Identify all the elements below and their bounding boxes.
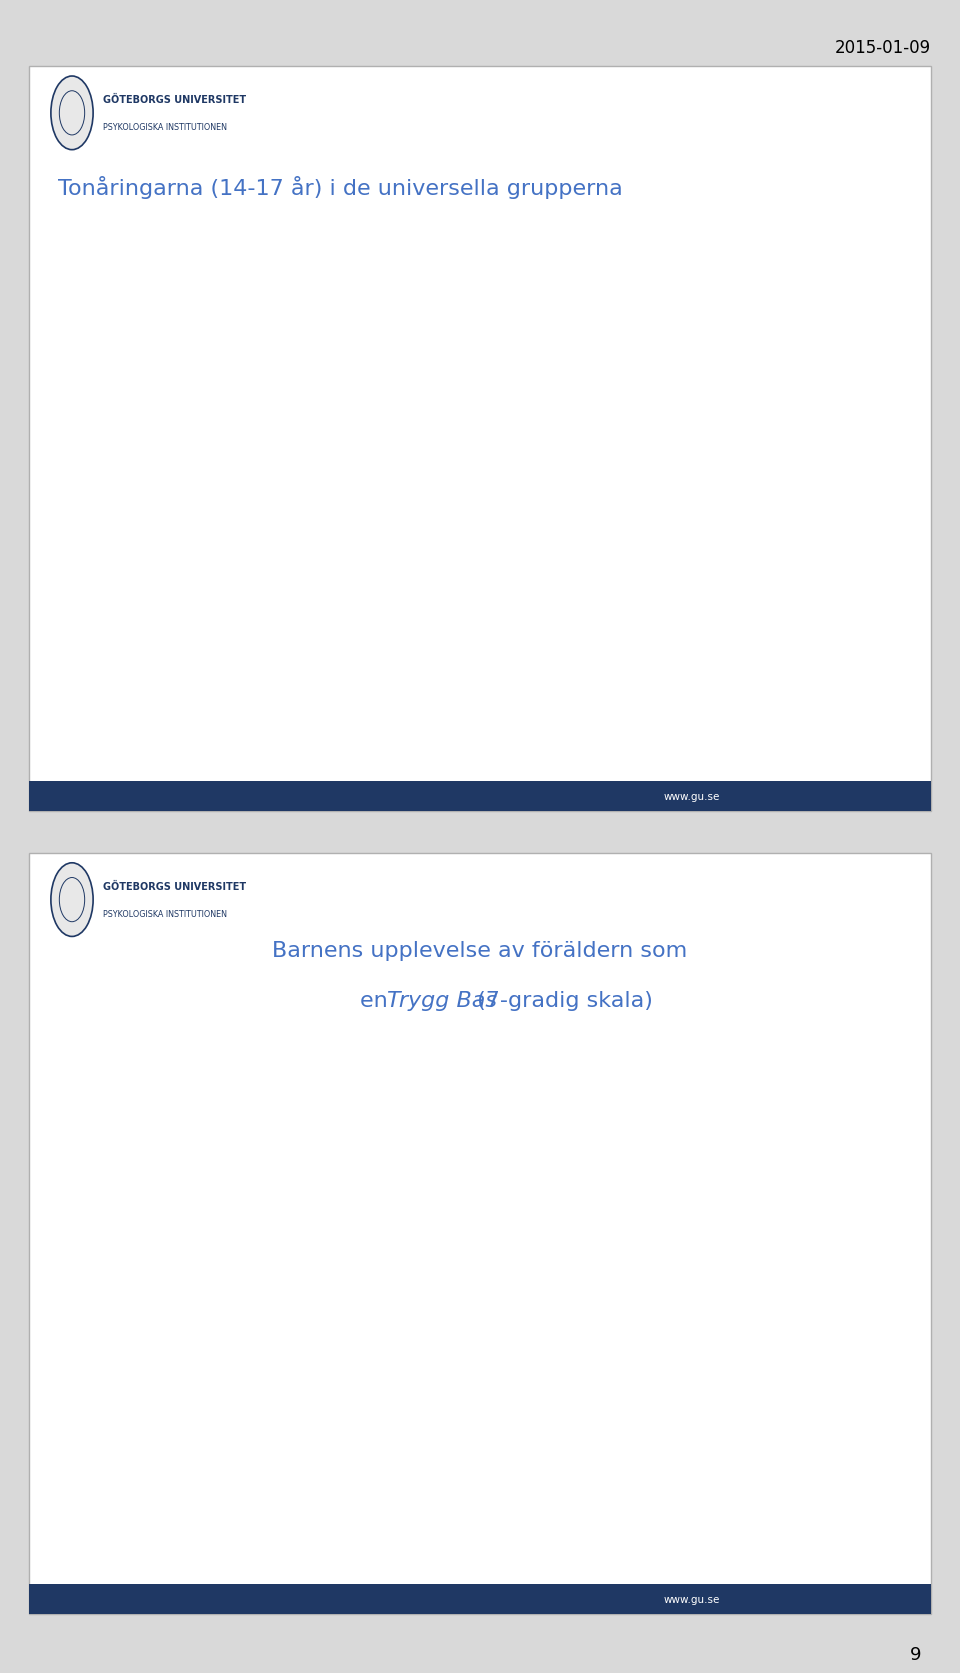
Självförtroende xyxy=(110,547,122,567)
Riktade, mamma xyxy=(301,1191,313,1211)
Universella, mamma xyxy=(493,1123,505,1143)
Text: Trygg Bas: Trygg Bas xyxy=(387,990,497,1010)
Text: www.gu.se: www.gu.se xyxy=(663,791,720,801)
Text: (7-gradig skala): (7-gradig skala) xyxy=(470,990,653,1010)
Universella, pappa xyxy=(109,1171,121,1191)
Text: Tonåringarna (14-17 år) i de universella grupperna: Tonåringarna (14-17 år) i de universella… xyxy=(58,176,622,199)
Line: Universella, mamma: Universella, mamma xyxy=(115,1123,499,1139)
Text: Barnens upplevelse av föräldern som: Barnens upplevelse av föräldern som xyxy=(273,940,687,960)
Riktade, mamma xyxy=(109,1206,121,1226)
Text: PSYKOLOGISKA INSTITUTIONEN: PSYKOLOGISKA INSTITUTIONEN xyxy=(103,908,227,918)
Text: www.gu.se: www.gu.se xyxy=(663,1594,720,1604)
Självförtroende xyxy=(310,589,322,609)
Text: 2015-01-09: 2015-01-09 xyxy=(835,38,931,57)
Legend: Universella, mamma, Universella, pappa, Riktade, mamma, Riktade, pappa: Universella, mamma, Universella, pappa, … xyxy=(592,1087,778,1169)
Riktade, pappa xyxy=(493,1265,505,1285)
Universella, mamma xyxy=(301,1129,313,1149)
Generellt välbefinnande xyxy=(110,428,122,448)
Text: PSYKOLOGISKA INSTITUTIONEN: PSYKOLOGISKA INSTITUTIONEN xyxy=(103,122,227,132)
Text: GÖTEBORGS UNIVERSITET: GÖTEBORGS UNIVERSITET xyxy=(103,95,246,105)
Text: en: en xyxy=(360,990,395,1010)
Text: 9: 9 xyxy=(910,1645,922,1663)
Line: Självförtroende: Självförtroende xyxy=(116,527,516,599)
Självförtroende xyxy=(510,517,521,537)
Riktade, pappa xyxy=(109,1298,121,1318)
Universella, mamma xyxy=(109,1113,121,1133)
Universella, pappa xyxy=(493,1144,505,1164)
Line: Generellt välbefinnande: Generellt välbefinnande xyxy=(116,397,516,438)
Generellt välbefinnande xyxy=(310,405,322,425)
Legend: Generellt välbefinnande, Självförtroende: Generellt välbefinnande, Självförtroende xyxy=(612,410,821,453)
Line: Riktade, pappa: Riktade, pappa xyxy=(115,1275,499,1308)
Text: GÖTEBORGS UNIVERSITET: GÖTEBORGS UNIVERSITET xyxy=(103,882,246,892)
Generellt välbefinnande xyxy=(510,386,521,407)
Universella, pappa xyxy=(301,1174,313,1195)
Line: Riktade, mamma: Riktade, mamma xyxy=(115,1181,499,1216)
Riktade, mamma xyxy=(493,1171,505,1191)
Line: Universella, pappa: Universella, pappa xyxy=(115,1154,499,1184)
Riktade, pappa xyxy=(301,1285,313,1305)
